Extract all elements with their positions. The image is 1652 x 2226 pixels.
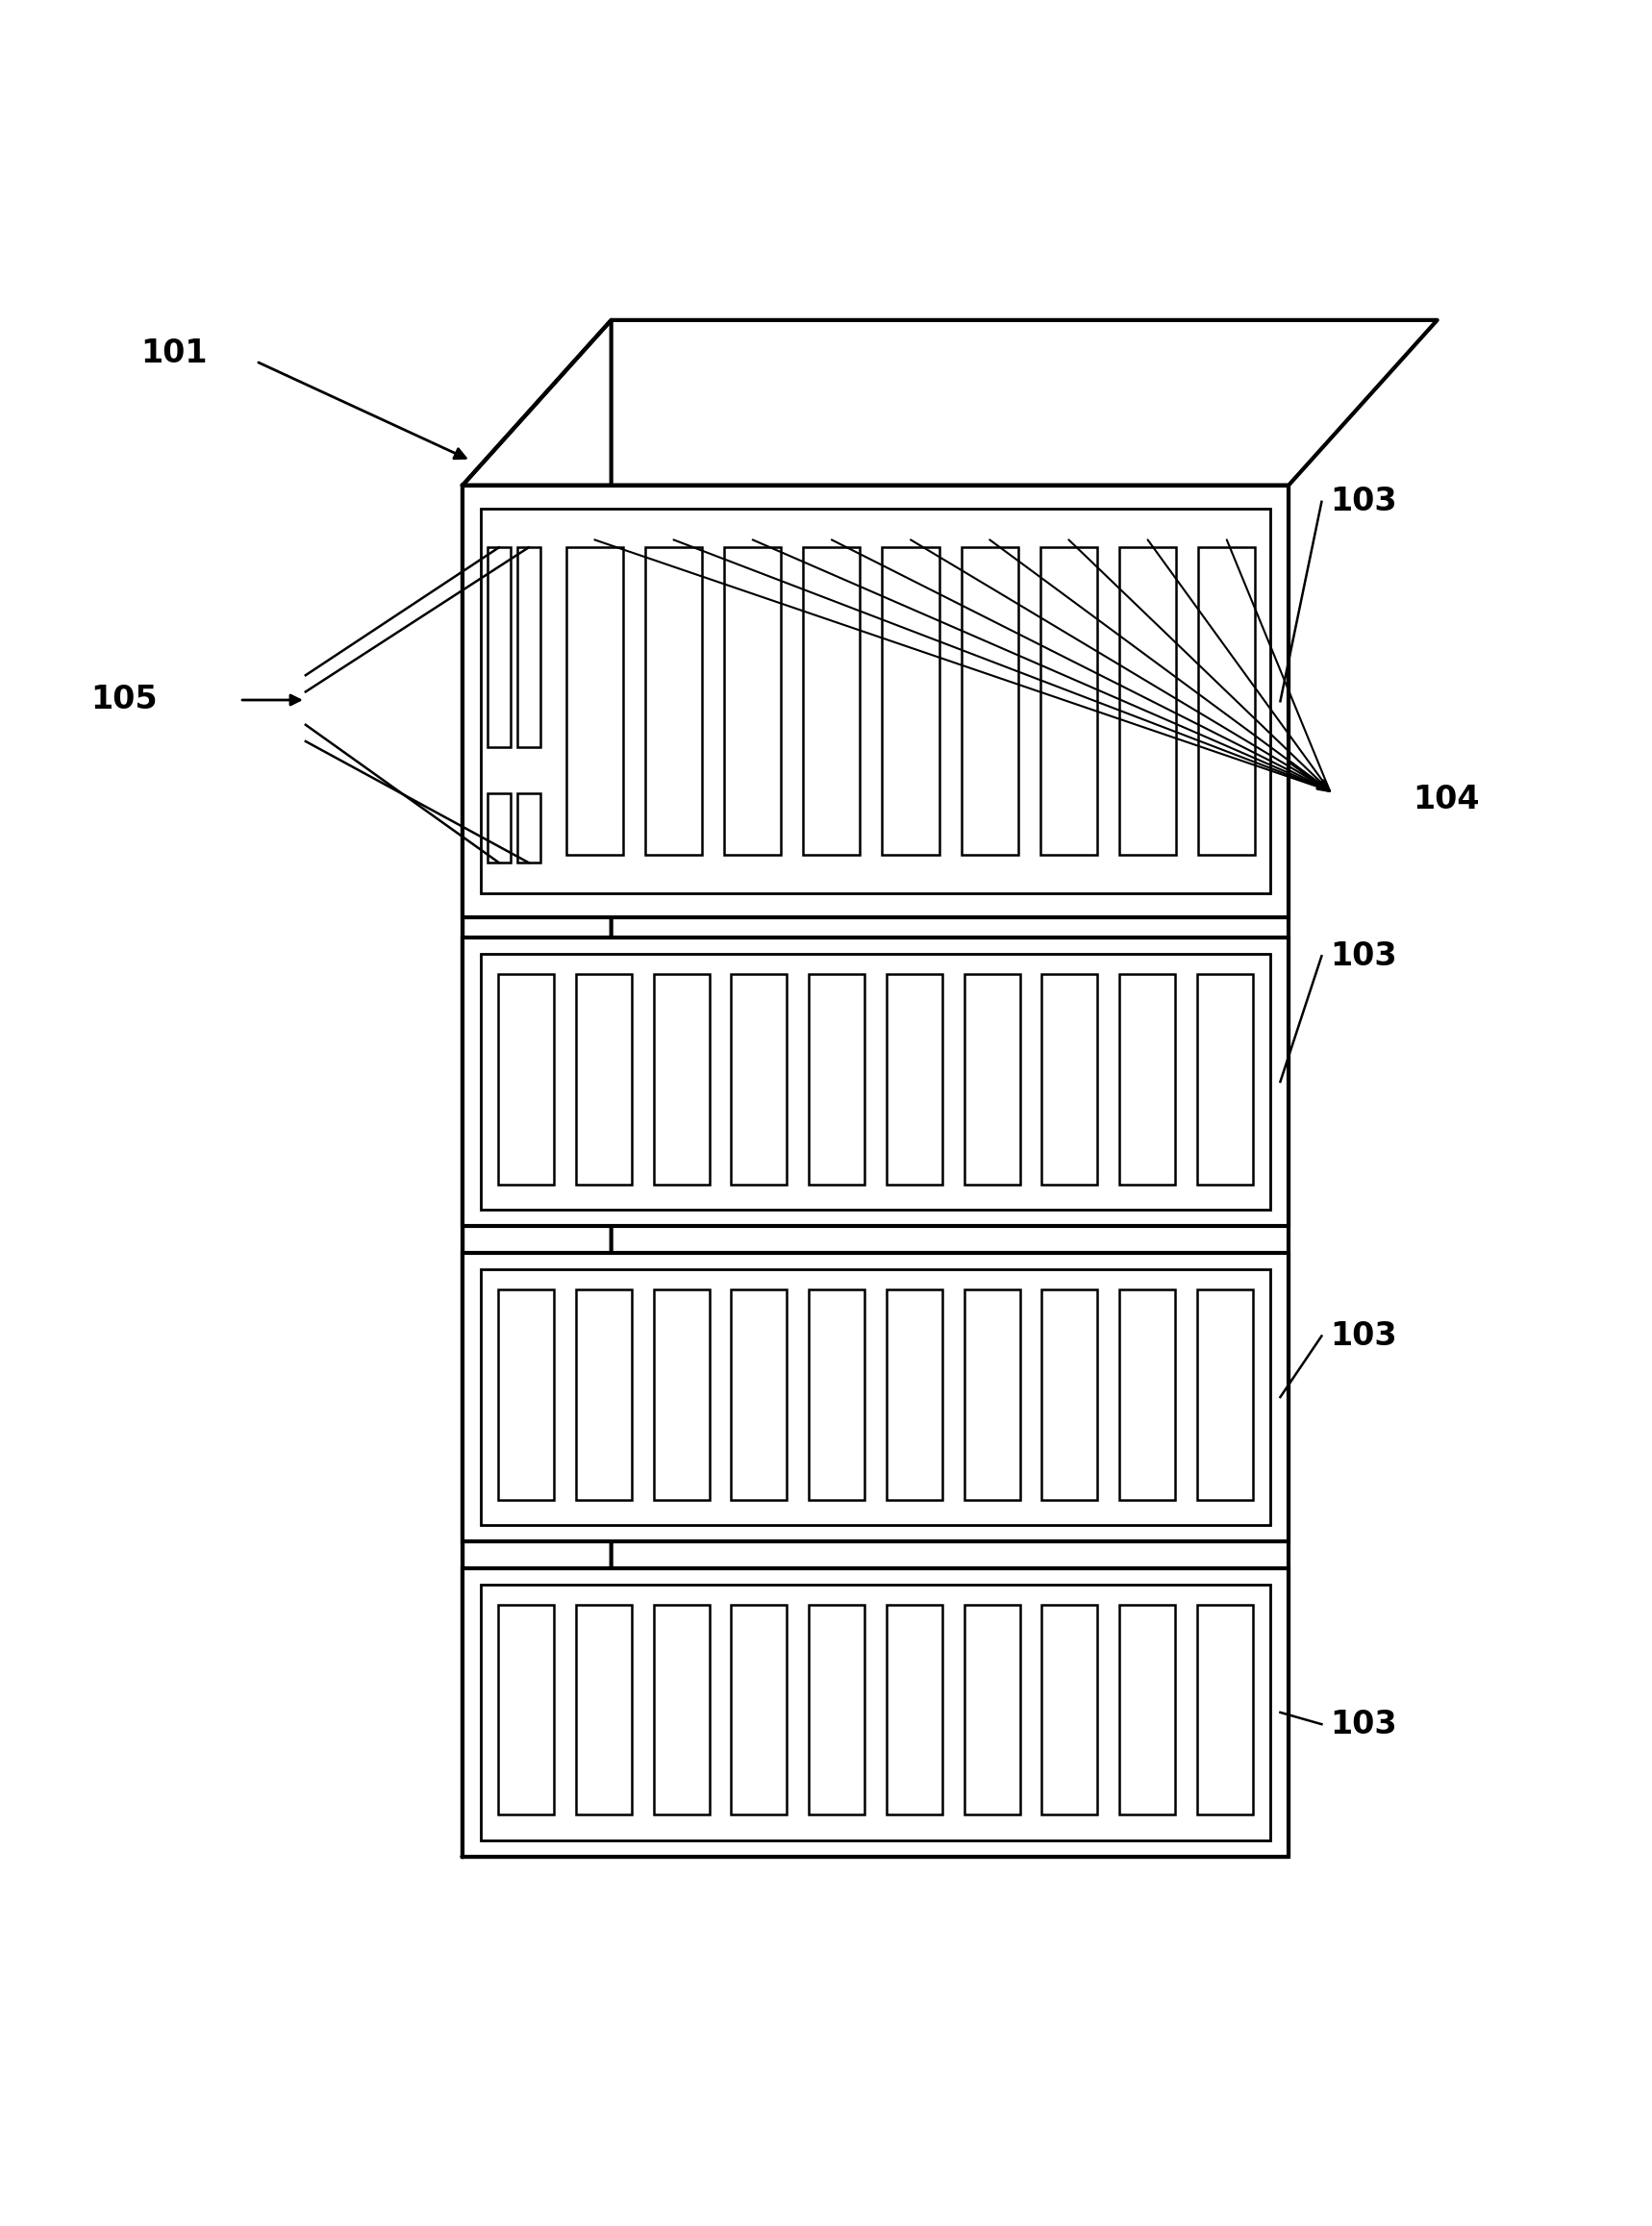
Bar: [577, 975, 631, 1184]
Bar: [1198, 1289, 1252, 1500]
Text: 103: 103: [1330, 1320, 1398, 1351]
Bar: [517, 548, 540, 748]
Bar: [803, 548, 861, 855]
Text: 103: 103: [1330, 485, 1398, 519]
Bar: [481, 1585, 1270, 1841]
Bar: [1120, 975, 1175, 1184]
Bar: [965, 1289, 1019, 1500]
Bar: [1041, 548, 1097, 855]
Bar: [463, 485, 1289, 917]
Bar: [1120, 548, 1176, 855]
Bar: [463, 1569, 1289, 1856]
Bar: [887, 1605, 942, 1814]
Text: 103: 103: [1330, 1707, 1398, 1741]
Bar: [654, 975, 709, 1184]
Bar: [463, 1253, 1289, 1540]
Bar: [654, 1605, 709, 1814]
Bar: [1198, 975, 1252, 1184]
Bar: [887, 975, 942, 1184]
Text: 105: 105: [91, 683, 159, 717]
Bar: [882, 548, 938, 855]
Bar: [732, 1605, 786, 1814]
Bar: [961, 548, 1018, 855]
Bar: [499, 975, 553, 1184]
Bar: [732, 1289, 786, 1500]
Bar: [481, 953, 1270, 1209]
Text: 104: 104: [1412, 784, 1479, 815]
Bar: [481, 510, 1270, 893]
Bar: [1042, 975, 1097, 1184]
Bar: [499, 1289, 553, 1500]
Bar: [809, 975, 864, 1184]
Polygon shape: [463, 321, 611, 1856]
Bar: [567, 548, 623, 855]
Text: 101: 101: [140, 336, 206, 370]
Bar: [809, 1605, 864, 1814]
Bar: [654, 1289, 709, 1500]
Bar: [463, 937, 1289, 1227]
Bar: [1042, 1605, 1097, 1814]
Bar: [1198, 1605, 1252, 1814]
Bar: [499, 1605, 553, 1814]
Bar: [481, 1269, 1270, 1525]
Polygon shape: [463, 485, 1289, 1856]
Bar: [1198, 548, 1256, 855]
Bar: [487, 548, 510, 748]
Bar: [1120, 1289, 1175, 1500]
Bar: [732, 975, 786, 1184]
Bar: [577, 1605, 631, 1814]
Bar: [1120, 1605, 1175, 1814]
Bar: [887, 1289, 942, 1500]
Bar: [724, 548, 781, 855]
Bar: [487, 792, 510, 864]
Bar: [809, 1289, 864, 1500]
Bar: [646, 548, 702, 855]
Polygon shape: [463, 321, 1437, 485]
Text: 103: 103: [1330, 939, 1398, 973]
Bar: [517, 792, 540, 864]
Bar: [965, 1605, 1019, 1814]
Bar: [577, 1289, 631, 1500]
Bar: [1042, 1289, 1097, 1500]
Bar: [965, 975, 1019, 1184]
